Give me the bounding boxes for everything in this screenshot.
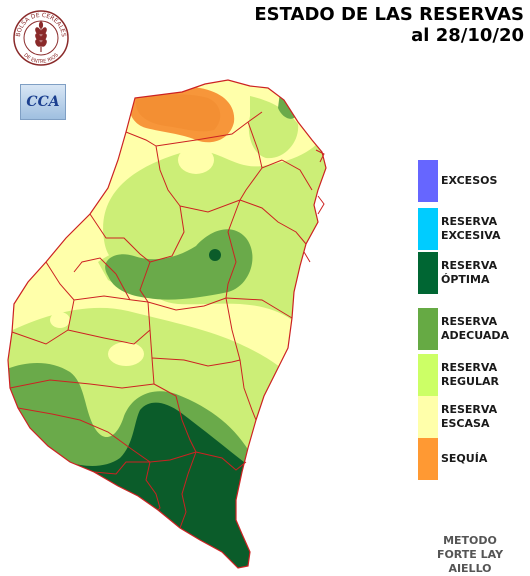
zone-adecuada-center (105, 229, 253, 300)
legend-item-reserva-escasa: RESERVA ESCASA (418, 396, 530, 438)
legend-optima-line2: ÓPTIMA (441, 273, 490, 286)
title-line-1: ESTADO DE LAS RESERVAS (254, 4, 524, 25)
legend-item-sequia: SEQUÍA (418, 438, 530, 480)
zone-escasa-pocket-2 (66, 263, 86, 281)
legend-label-sequia: SEQUÍA (441, 438, 529, 480)
method-line2: FORTE LAY (436, 548, 504, 561)
zone-escasa-pocket-3 (50, 312, 70, 328)
entre-rios-reserve-map (7, 79, 327, 569)
map-title: ESTADO DE LAS RESERVAS al 28/10/20 (254, 4, 524, 46)
method-line1: METODO (443, 534, 497, 547)
zone-escasa-pocket-1 (108, 342, 144, 366)
legend-regular-line1: RESERVA (441, 361, 498, 374)
cca-logo: CCA (20, 84, 66, 120)
legend-escasa-line1: RESERVA (441, 403, 498, 416)
legend-adecuada-line2: ADECUADA (441, 329, 509, 342)
legend-optima-line1: RESERVA (441, 259, 498, 272)
zone-regular-northeast (248, 96, 299, 159)
legend-item-reserva-adecuada: RESERVA ADECUADA (418, 308, 530, 350)
legend-label-reserva-escasa: RESERVA ESCASA (441, 396, 529, 438)
legend-regular-line2: REGULAR (441, 375, 499, 388)
legend-swatch-sequia (418, 438, 438, 480)
zone-escasa-pocket-4 (178, 146, 214, 174)
legend-swatch-excesos (418, 160, 438, 202)
legend-excesiva-line2: EXCESIVA (441, 229, 501, 242)
reserve-zones (8, 80, 326, 568)
zone-optima-spot (209, 249, 221, 261)
legend-swatch-reserva-escasa (418, 396, 438, 438)
bolsa-cereales-logo: BOLSA DE CEREALES DE ENTRE RIOS (13, 10, 69, 66)
legend-swatch-reserva-regular (418, 354, 438, 396)
legend-escasa-line2: ESCASA (441, 417, 490, 430)
department-borders (7, 79, 327, 569)
legend-item-reserva-regular: RESERVA REGULAR (418, 354, 530, 396)
legend-adecuada-line1: RESERVA (441, 315, 498, 328)
method-note: METODO FORTE LAY AIELLO (412, 534, 528, 576)
legend-excesiva-line1: RESERVA (441, 215, 498, 228)
legend-item-reserva-excesiva: RESERVA EXCESIVA (418, 208, 530, 250)
legend-swatch-reserva-optima (418, 252, 438, 294)
legend-label-excesos: EXCESOS (441, 160, 529, 202)
zone-sequia-north-core (135, 94, 221, 132)
cca-logo-text: CCA (26, 94, 60, 110)
legend-item-reserva-optima: RESERVA ÓPTIMA (418, 252, 530, 294)
legend-sequia-line1: SEQUÍA (441, 452, 488, 465)
legend-swatch-reserva-excesiva (418, 208, 438, 250)
method-line3: AIELLO (448, 562, 492, 575)
river-islands (303, 149, 325, 263)
legend-label-reserva-optima: RESERVA ÓPTIMA (441, 252, 529, 294)
title-line-2: al 28/10/20 (411, 25, 524, 46)
legend-swatch-reserva-adecuada (418, 308, 438, 350)
legend-excesos-line1: EXCESOS (441, 174, 498, 187)
legend-item-excesos: EXCESOS (418, 160, 530, 202)
legend-label-reserva-adecuada: RESERVA ADECUADA (441, 308, 529, 350)
legend-label-reserva-regular: RESERVA REGULAR (441, 354, 529, 396)
wheat-icon (35, 21, 47, 52)
legend-label-reserva-excesiva: RESERVA EXCESIVA (441, 208, 529, 250)
